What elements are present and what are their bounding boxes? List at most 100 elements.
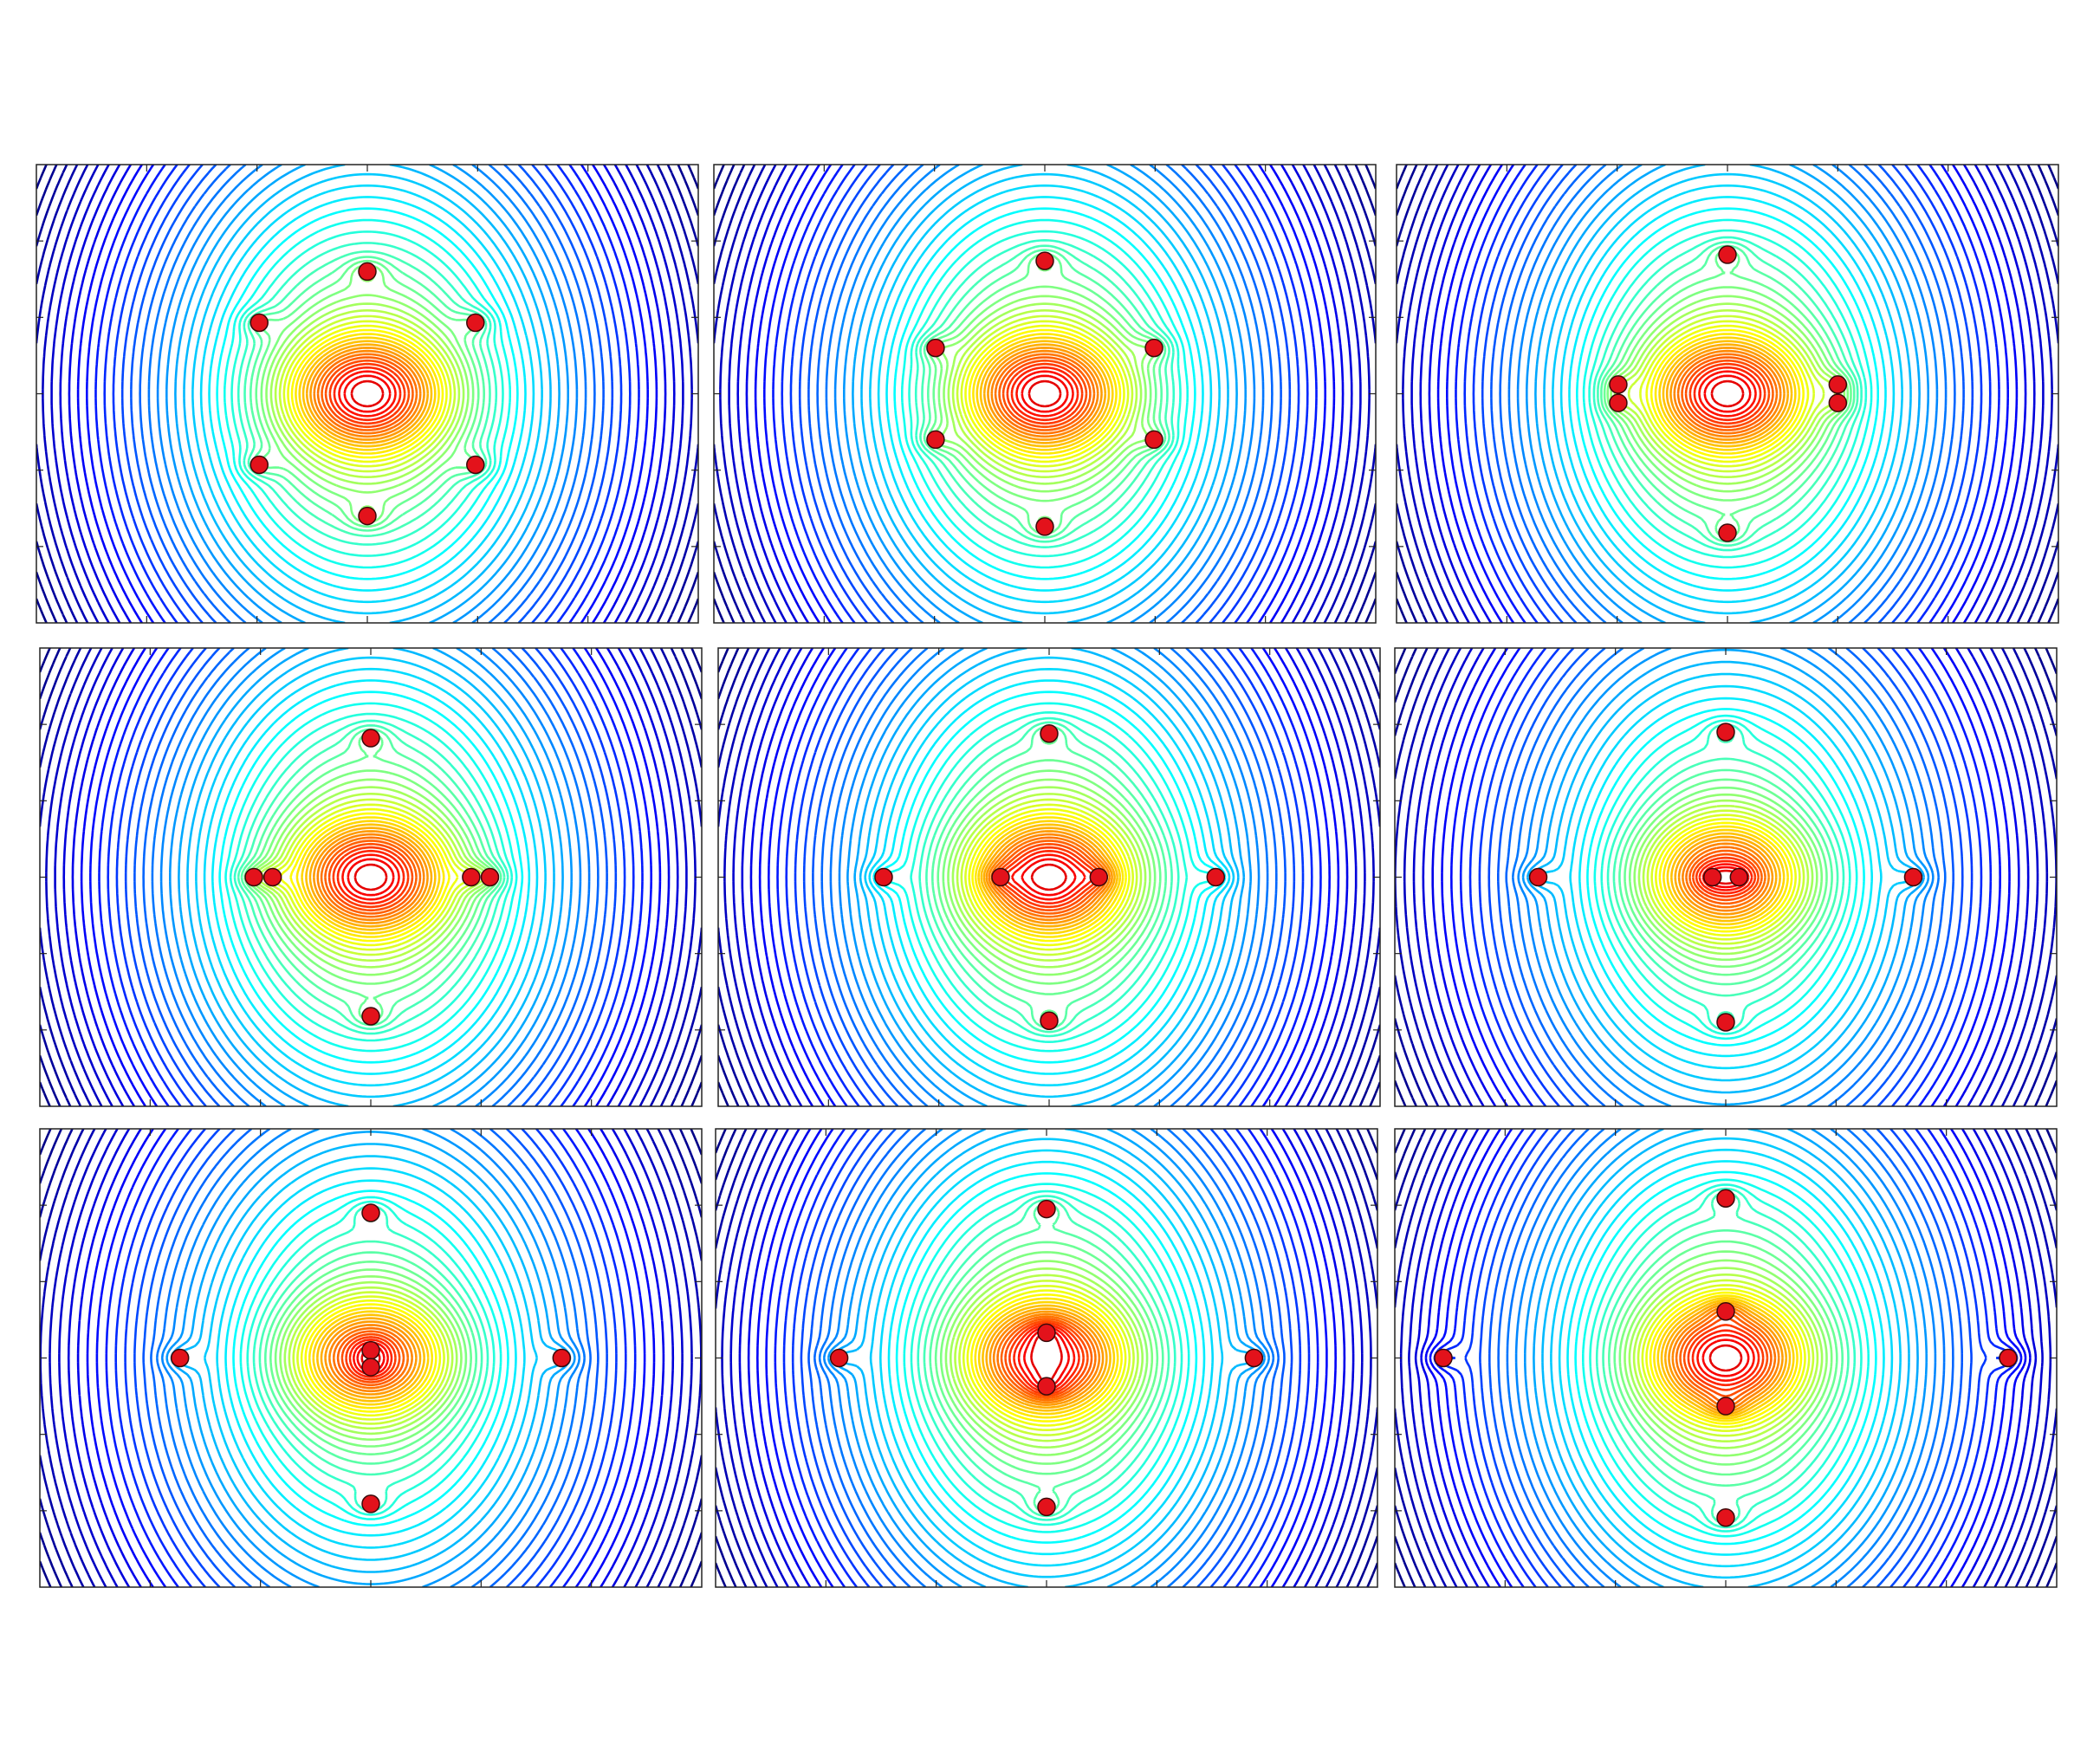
- contour-line: [233, 719, 509, 1035]
- contour-line: [1424, 1129, 2027, 1587]
- contour-line: [1693, 366, 1762, 422]
- contour-line: [124, 648, 618, 1106]
- point: [552, 1348, 572, 1368]
- point: [1718, 523, 1737, 542]
- contour-line: [832, 1129, 1261, 1587]
- contour-line: [947, 778, 1151, 976]
- contour-line: [1681, 356, 1774, 431]
- contour-line: [269, 1261, 472, 1455]
- point: [1037, 1377, 1056, 1396]
- contour-line: [975, 336, 1114, 451]
- contour-line: [1673, 349, 1782, 438]
- contour-line: [1582, 218, 1873, 569]
- point: [250, 313, 269, 333]
- contour-line: [1656, 1297, 1795, 1420]
- contour-line: [756, 1129, 1337, 1587]
- panel: [36, 164, 699, 624]
- contour-line: [1645, 324, 1810, 463]
- contour-line: [1395, 648, 2057, 1106]
- contour-line: [1505, 648, 1947, 1106]
- contour-line: [301, 340, 433, 448]
- contour-line: [1001, 359, 1088, 429]
- contour-line: [332, 1326, 410, 1390]
- contour-line: [114, 1129, 627, 1587]
- point: [1037, 1323, 1056, 1343]
- contour-line: [763, 165, 1326, 623]
- contour-line: [956, 793, 1143, 962]
- contour-line: [1497, 648, 1954, 1106]
- contour-line: [1023, 1328, 1070, 1388]
- contour-line: [1433, 1129, 2019, 1587]
- contour-line: [279, 1275, 463, 1441]
- contour-line: [1450, 648, 2001, 1106]
- contour-line: [877, 184, 1213, 604]
- contour-line: [324, 1320, 418, 1396]
- contour-line: [40, 648, 702, 1106]
- contour-line: [1597, 241, 1859, 547]
- point: [244, 867, 263, 887]
- contour-line: [341, 853, 400, 901]
- contour-line: [1658, 821, 1793, 933]
- contour-line: [923, 1198, 1170, 1518]
- contour-line: [968, 328, 1122, 459]
- contour-line: [260, 263, 475, 524]
- contour-line: [305, 823, 437, 931]
- contour-line: [996, 1315, 1097, 1402]
- contour-line: [895, 1172, 1198, 1544]
- contour-line: [1543, 165, 1912, 623]
- contour-line: [36, 165, 698, 623]
- contour-line: [719, 165, 1371, 623]
- contour-line: [999, 846, 1099, 909]
- contour-line: [1641, 1284, 1811, 1432]
- contour-line: [1637, 1279, 1815, 1437]
- contour-line: [812, 648, 1287, 1106]
- contour-line: [925, 721, 1173, 1034]
- contour-line: [1488, 648, 1964, 1106]
- contour-line: [718, 648, 1380, 1106]
- contour-line: [224, 702, 518, 1053]
- contour-line: [1650, 328, 1805, 459]
- contour-line: [243, 250, 491, 537]
- contour-line: [130, 165, 605, 623]
- contour-line: [1649, 1291, 1803, 1425]
- contour-line: [288, 1286, 454, 1430]
- contour-line: [1422, 648, 2030, 1106]
- contour-line: [112, 165, 623, 623]
- contour-line: [68, 165, 667, 623]
- contour-line: [791, 1129, 1302, 1587]
- contour-line: [186, 648, 555, 1106]
- contour-line: [1688, 362, 1766, 425]
- panel-frame: [715, 1128, 1378, 1588]
- point: [874, 867, 893, 887]
- contour-line: [781, 165, 1309, 623]
- contour-line: [977, 820, 1122, 935]
- contour-line: [1478, 648, 1974, 1106]
- point: [1716, 1189, 1735, 1208]
- contour-line: [974, 816, 1125, 938]
- contour-line: [252, 1204, 489, 1512]
- contour-line: [40, 1129, 702, 1587]
- contour-line: [321, 356, 414, 431]
- contour-line: [1490, 165, 1965, 623]
- point: [250, 455, 269, 475]
- contour-line: [147, 165, 587, 623]
- contour-line: [966, 1289, 1127, 1427]
- contour-line: [1506, 1129, 1946, 1587]
- contour-line: [776, 648, 1322, 1106]
- contour-line: [107, 648, 635, 1106]
- contour-line: [239, 1196, 502, 1520]
- contour-line: [919, 244, 1170, 543]
- point: [1716, 1301, 1735, 1321]
- contour-line: [211, 679, 531, 1075]
- contour-line: [1624, 1259, 1828, 1457]
- contour-line: [785, 648, 1313, 1106]
- contour-line: [289, 812, 450, 943]
- contour-line: [960, 320, 1130, 468]
- contour-line: [160, 1129, 581, 1587]
- contour-line: [960, 798, 1138, 956]
- contour-line: [1552, 172, 1903, 615]
- contour-line: [1698, 859, 1753, 895]
- point: [358, 506, 377, 526]
- contour-line: [316, 1313, 425, 1403]
- contour-line: [36, 165, 698, 623]
